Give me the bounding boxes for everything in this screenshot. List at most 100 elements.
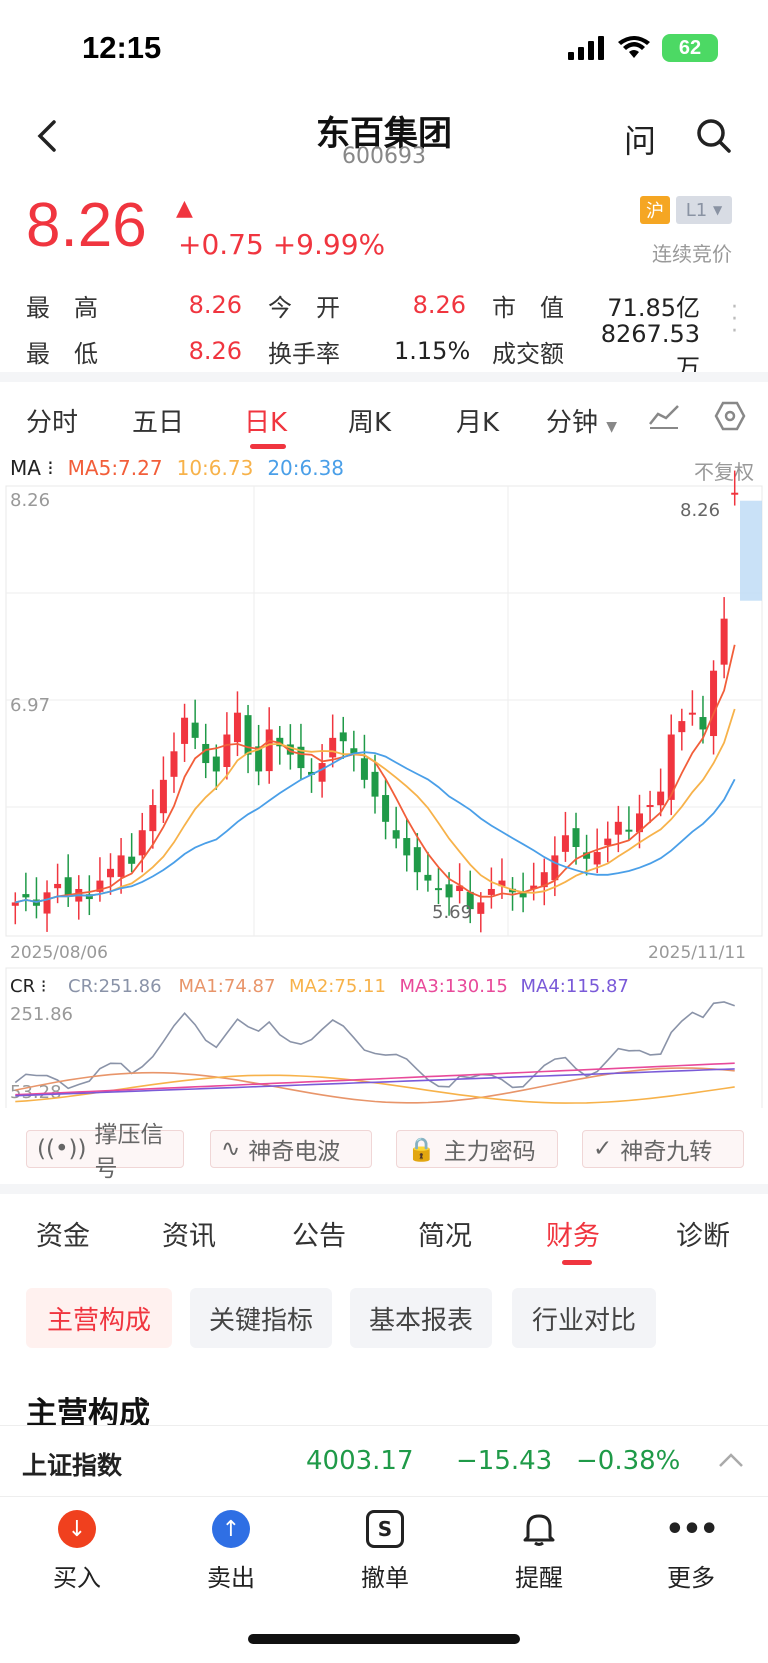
cr-panel-frame xyxy=(5,967,763,1108)
low-label: 最 低 xyxy=(26,339,98,368)
tab-monthly[interactable]: 月K xyxy=(456,408,500,438)
candle-body xyxy=(593,852,601,865)
cr-top-label: 251.86 xyxy=(10,1004,73,1025)
tab-minute[interactable]: 分钟 ▼ xyxy=(546,402,617,439)
back-icon[interactable] xyxy=(28,116,68,156)
index-ticker[interactable]: 上证指数 4003.17 −15.43 −0.38% xyxy=(0,1425,768,1497)
candle-body xyxy=(244,715,252,755)
index-pct: −0.38% xyxy=(576,1446,681,1476)
candle-body xyxy=(699,717,707,730)
candle-body xyxy=(286,744,294,755)
tab-5day[interactable]: 五日 xyxy=(132,408,185,438)
signal-icon xyxy=(568,36,604,60)
candle-body xyxy=(720,618,728,665)
adjust-mode[interactable]: 不复权 xyxy=(694,460,754,484)
level-badge[interactable]: L1 ▼ xyxy=(676,196,732,224)
kline-chart[interactable]: MA ⁝ MA5:7.27 10:6.73 20:6.38 不复权 8.26 6.… xyxy=(0,450,768,1108)
ma5-value: MA5:7.27 xyxy=(67,456,163,480)
divider xyxy=(0,372,768,382)
alert-button[interactable]: 提醒 xyxy=(484,1510,594,1593)
change-value: +0.75 xyxy=(178,228,264,261)
candle-body xyxy=(710,670,718,737)
subtab-statements[interactable]: 基本报表 xyxy=(350,1288,492,1348)
chart-style-icon[interactable] xyxy=(648,404,680,430)
support-resistance-button[interactable]: ((•)) 撑压信号 xyxy=(26,1122,184,1182)
candle-body xyxy=(350,748,358,755)
tab-diagnosis[interactable]: 诊断 xyxy=(676,1221,730,1252)
price-change: +0.75 +9.99% xyxy=(178,228,385,261)
exchange-badge: 沪 xyxy=(640,196,670,224)
candle-body xyxy=(223,734,231,768)
period-tabs: 分时 五日 日K 周K 月K 分钟 ▼ xyxy=(0,382,768,450)
ma10-value: 10:6.73 xyxy=(176,456,254,480)
cr-ma4: MA4:115.87 xyxy=(521,976,629,997)
active-tab-indicator xyxy=(562,1260,592,1265)
last-price-label: 8.26 xyxy=(680,500,720,521)
cancel-order-label: 撤单 xyxy=(361,1564,409,1592)
search-icon[interactable] xyxy=(696,118,732,154)
main-panel-frame xyxy=(5,485,763,937)
sell-label: 卖出 xyxy=(207,1564,255,1592)
subtab-main-business[interactable]: 主营构成 xyxy=(26,1288,172,1348)
candle-body xyxy=(403,838,411,856)
candle-body xyxy=(318,763,326,782)
high-label: 最 高 xyxy=(26,293,98,322)
subtab-industry-compare[interactable]: 行业对比 xyxy=(512,1288,656,1348)
candle-body xyxy=(583,852,591,859)
tab-announcements[interactable]: 公告 xyxy=(292,1221,346,1252)
tab-profile[interactable]: 简况 xyxy=(418,1221,472,1252)
info-tabs: 资金 资讯 公告 简况 财务 诊断 xyxy=(0,1200,768,1270)
chevron-up-icon[interactable] xyxy=(718,1452,744,1468)
index-value: 4003.17 xyxy=(306,1446,414,1476)
status-time: 12:15 xyxy=(82,30,162,65)
battery-icon: 62 xyxy=(662,34,718,62)
candle-body xyxy=(360,758,368,780)
candle-body xyxy=(54,883,62,889)
ask-button[interactable]: 问 xyxy=(623,122,656,160)
y-label-high: 8.26 xyxy=(10,490,50,511)
candle-body xyxy=(159,779,167,814)
candle-body xyxy=(572,828,580,848)
magic-nine-button[interactable]: ✓ 神奇九转 xyxy=(582,1130,744,1168)
status-icons: 62 xyxy=(568,34,718,62)
more-vertical-icon[interactable]: · · · xyxy=(731,295,738,344)
pulse-icon: ∿ xyxy=(221,1136,241,1162)
status-bar: 12:15 62 xyxy=(0,0,768,100)
tab-daily[interactable]: 日K xyxy=(244,408,288,438)
more-button[interactable]: ••• 更多 xyxy=(636,1510,746,1593)
tab-timeshare[interactable]: 分时 xyxy=(26,408,79,438)
magic-wave-button[interactable]: ∿ 神奇电波 xyxy=(210,1130,372,1168)
tab-capital[interactable]: 资金 xyxy=(36,1221,90,1252)
subtab-key-indicators[interactable]: 关键指标 xyxy=(190,1288,332,1348)
x-start-label: 2025/08/06 xyxy=(10,943,108,963)
candle-body xyxy=(170,751,178,777)
candle-body xyxy=(688,712,696,715)
cr-ma4-line xyxy=(15,1068,735,1097)
tab-weekly[interactable]: 周K xyxy=(348,408,392,438)
ma-legend: MA ⁝ MA5:7.27 10:6.73 20:6.38 xyxy=(10,456,344,480)
candle-body xyxy=(128,856,136,864)
ma-label[interactable]: MA ⁝ xyxy=(10,456,54,480)
tab-finance[interactable]: 财务 xyxy=(546,1221,600,1252)
main-force-button[interactable]: 🔒 主力密码 xyxy=(396,1130,558,1168)
cancel-order-button[interactable]: S 撤单 xyxy=(330,1510,440,1593)
index-name: 上证指数 xyxy=(22,1451,123,1480)
sell-button[interactable]: ↑ 卖出 xyxy=(176,1510,286,1593)
quote-panel: 8.26 ▲ +0.75 +9.99% 沪 L1 ▼ 连续竞价 最 高 8.26… xyxy=(0,190,768,382)
candle-body xyxy=(339,732,347,742)
battery-level: 62 xyxy=(678,36,702,59)
settings-hex-icon[interactable] xyxy=(714,400,746,432)
index-change: −15.43 xyxy=(456,1446,553,1476)
up-arrow-icon: ↑ xyxy=(212,1510,250,1548)
divider xyxy=(0,1184,768,1194)
stock-name: 东百集团 xyxy=(316,114,452,154)
buy-button[interactable]: ↓ 买入 xyxy=(22,1510,132,1593)
tab-news[interactable]: 资讯 xyxy=(162,1221,216,1252)
low-price-label: 5.69 xyxy=(432,902,472,923)
cr-ma3-line xyxy=(15,1062,735,1096)
x-end-label: 2025/11/11 xyxy=(648,943,746,963)
candle-body xyxy=(413,847,421,873)
check-circle-icon: ✓ xyxy=(593,1136,613,1162)
ma-name: MA xyxy=(10,456,41,480)
market-badges[interactable]: 沪 L1 ▼ xyxy=(640,196,732,224)
